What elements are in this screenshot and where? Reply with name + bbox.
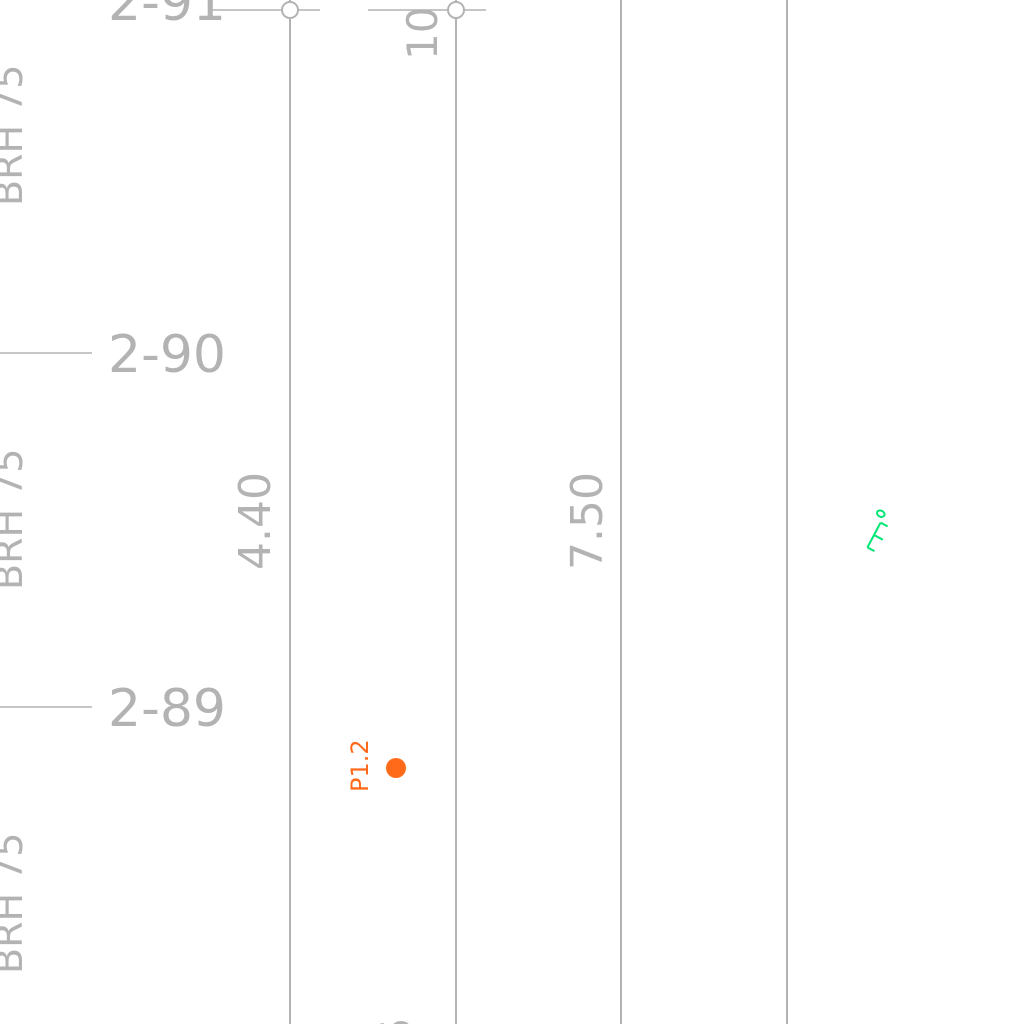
zone-label: BRH 75 [0,65,31,206]
zone-label: BRH 75 [0,833,31,974]
survey-point-label: P1.2 [346,739,374,792]
dimension-label: 4.40 [230,472,281,570]
lot-label-2-90: 2-90 [108,325,226,385]
partial-label-top: 10 [398,7,447,60]
north-arrow-icon [866,509,889,552]
lot-label-2-89: 2-89 [108,679,226,739]
boundary-marker [281,1,299,19]
boundary-marker [447,1,465,19]
partial-label-bottom: 5 [372,1017,421,1024]
zone-label: BRH 75 [0,449,31,590]
survey-point-marker[interactable] [386,758,406,778]
dimension-label: 7.50 [562,472,613,570]
lot-label-2-91: 2-91 [108,0,226,33]
